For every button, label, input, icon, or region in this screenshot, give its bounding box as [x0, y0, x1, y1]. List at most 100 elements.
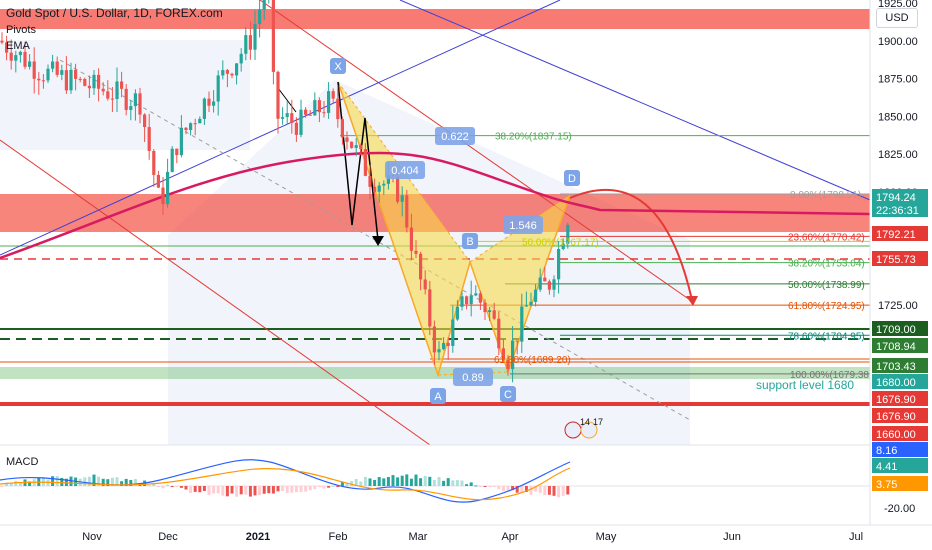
blue-downtrend [399, 0, 871, 201]
candle [55, 56, 59, 78]
macd-histogram-bar [290, 486, 294, 493]
point-badge-c [500, 386, 516, 402]
candle-body [276, 71, 280, 119]
macd-histogram-bar [396, 477, 400, 486]
candle-body [363, 149, 367, 176]
candle-body [115, 81, 119, 100]
candle [409, 213, 413, 261]
candle-body [51, 61, 55, 69]
macd-histogram-bar [166, 484, 170, 486]
candle [501, 338, 505, 362]
price-tag-bg-5 [872, 358, 928, 373]
candle [534, 284, 538, 307]
candle [327, 82, 331, 119]
macd-histogram-bar [313, 486, 317, 490]
macd-histogram-bar [474, 485, 478, 487]
channel-lower [0, 139, 431, 446]
candle-body [446, 342, 450, 346]
candle [281, 107, 285, 125]
macd-histogram-bar [382, 478, 386, 486]
candle [18, 50, 22, 63]
fib-label-4: 38.20%(1753.04) [788, 259, 865, 270]
candle [23, 41, 27, 70]
candle-body [419, 253, 423, 280]
candle-body [460, 296, 464, 307]
point-badge-a [430, 388, 446, 404]
macd-histogram-bar [524, 486, 528, 492]
macd-histogram-bar [373, 480, 377, 486]
candle [304, 107, 308, 118]
candle-body [442, 342, 446, 350]
candle-body [9, 52, 13, 61]
price-tag-bg-1 [872, 226, 928, 241]
candle-body [41, 80, 45, 82]
macd-histogram-bar [432, 479, 436, 486]
candle [198, 116, 202, 124]
macd-histogram-bar [419, 478, 423, 486]
macd-histogram-bar [152, 484, 156, 486]
macd-histogram-bar [501, 486, 505, 491]
candle-body [253, 24, 257, 50]
candle [46, 64, 50, 83]
macd-histogram-bar [414, 474, 418, 486]
candle-body [561, 243, 565, 250]
candle-body [322, 112, 326, 114]
price-tag-7: 1676.90 [876, 394, 916, 406]
macd-histogram-bar [18, 482, 22, 486]
currency-badge[interactable]: USD [876, 8, 918, 28]
time-tick-5: Apr [501, 531, 518, 543]
candle [382, 180, 386, 195]
candle [271, 0, 275, 85]
candle-body [423, 279, 427, 290]
candle-body [64, 70, 68, 91]
macd-histogram-bar [244, 486, 248, 495]
price-tag-6: 1680.00 [876, 377, 916, 389]
candle [138, 87, 142, 124]
candle [51, 54, 55, 73]
macd-histogram-bar [359, 481, 363, 486]
macd-histogram-bar [377, 477, 381, 486]
candle-body [23, 51, 27, 67]
candle-body [60, 70, 64, 75]
macd-histogram-bar [428, 476, 432, 486]
candle [276, 70, 280, 134]
candle-body [428, 289, 432, 327]
candle [175, 148, 179, 164]
macd-histogram-bar [469, 482, 473, 486]
macd-histogram-bar [41, 477, 45, 486]
macd-histogram-bar [124, 478, 128, 486]
ratio-badge-1 [385, 161, 425, 179]
macd-histogram-bar [557, 486, 561, 498]
projection-arrowhead [686, 296, 698, 306]
macd-histogram-bar [120, 481, 124, 486]
candle-body [492, 310, 496, 319]
time-tick-6: May [596, 531, 617, 543]
macd-histogram-bar [317, 486, 321, 487]
macd-histogram-bar [520, 486, 524, 493]
ema-line [0, 151, 871, 260]
candle-body [0, 40, 4, 43]
macd-histogram-bar [483, 486, 487, 487]
candle [184, 127, 188, 135]
indicator-ema[interactable]: EMA [6, 40, 30, 52]
channel-upper [259, 0, 691, 301]
candle [156, 170, 160, 188]
price-tag-3: 1709.00 [876, 324, 916, 336]
macd-histogram-bar [363, 476, 367, 486]
macd-histogram-bar [110, 477, 114, 486]
candle [64, 56, 68, 94]
candle [506, 355, 510, 376]
pattern-xb [337, 81, 471, 263]
candle-body [377, 185, 381, 192]
candle-body [184, 127, 188, 131]
candle [368, 164, 372, 200]
fib-label-2: 23.60%(1770.42) [788, 232, 865, 243]
macd-histogram-bar [294, 486, 298, 493]
price-tick-3: 1850.00 [878, 111, 918, 123]
indicator-pivots[interactable]: Pivots [6, 24, 36, 36]
candle-body [340, 119, 344, 138]
macd-histogram-bar [267, 486, 271, 494]
macd-histogram-bar [492, 486, 496, 487]
candle [202, 97, 206, 125]
